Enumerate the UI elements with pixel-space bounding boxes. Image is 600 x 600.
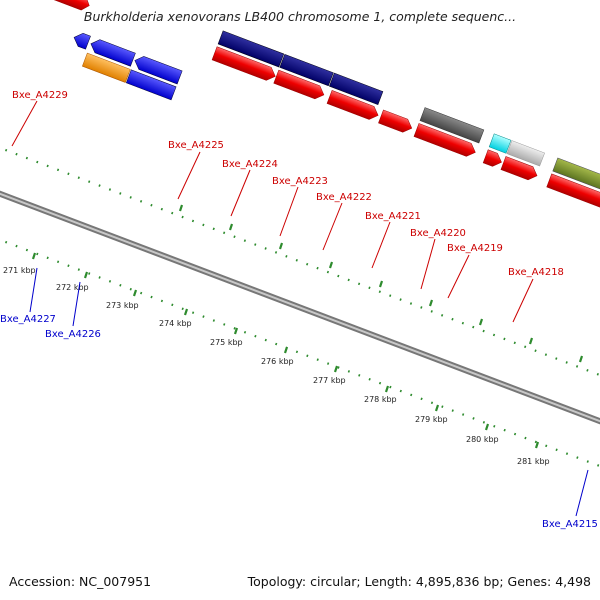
label-leaders	[11, 100, 589, 517]
kbp-label: 276 kbp	[261, 357, 294, 366]
scale-major-ticks	[31, 252, 540, 449]
gene-label-forward[interactable]: Bxe_A4223	[272, 176, 328, 187]
gene-arrow-reverse[interactable]	[88, 37, 136, 67]
accession-text: Accession: NC_007951	[9, 574, 152, 589]
kbp-label: 277 kbp	[313, 376, 346, 385]
map-title: Burkholderia xenovorans LB400 chromosome…	[83, 9, 517, 24]
gene-label-forward[interactable]: Bxe_A4225	[168, 140, 224, 151]
backbone	[0, 190, 600, 425]
gene-bar-cyan[interactable]	[488, 133, 512, 154]
gene-bar-orange[interactable]	[82, 52, 131, 83]
gene-arrow-reverse[interactable]	[132, 54, 183, 85]
gene-arrow-forward[interactable]	[326, 90, 381, 122]
gene-bar-navy[interactable]	[217, 30, 285, 68]
gene-bar-olive[interactable]	[552, 157, 600, 197]
gene-arrow-forward[interactable]	[413, 123, 478, 158]
forward-major-ticks	[178, 204, 584, 363]
kbp-label: 271 kbp	[3, 266, 36, 275]
kbp-label: 274 kbp	[159, 319, 192, 328]
kbp-label: 281 kbp	[517, 457, 550, 466]
gene-label-forward[interactable]: Bxe_A4229	[12, 90, 68, 101]
gene-bar-blue[interactable]	[125, 69, 177, 101]
kbp-label: 275 kbp	[210, 338, 243, 347]
kbp-label: 278 kbp	[364, 395, 397, 404]
gene-label-reverse[interactable]: Bxe_A4226	[45, 329, 101, 340]
gene-label-forward[interactable]: Bxe_A4218	[508, 267, 564, 278]
gene-bar-gray[interactable]	[419, 107, 485, 144]
gene-label-forward[interactable]: Bxe_A4220	[410, 228, 466, 239]
kbp-label: 279 kbp	[415, 415, 448, 424]
gene-arrow-forward[interactable]	[211, 46, 278, 83]
forward-features	[50, 0, 600, 210]
gene-label-forward[interactable]: Bxe_A4224	[222, 159, 278, 170]
kbp-label: 280 kbp	[466, 435, 499, 444]
gene-label-reverse[interactable]: Bxe_A4227	[0, 314, 56, 325]
gene-arrow-reverse[interactable]	[72, 31, 91, 50]
gene-label-forward[interactable]: Bxe_A4222	[316, 192, 372, 203]
scale-labels: 271 kbp 272 kbp 273 kbp 274 kbp 275 kbp …	[3, 266, 550, 466]
gene-arrow-forward[interactable]	[500, 156, 540, 182]
gene-labels: Bxe_A4229 Bxe_A4225 Bxe_A4224 Bxe_A4223 …	[0, 90, 598, 530]
gene-label-forward[interactable]: Bxe_A4221	[365, 211, 421, 222]
gene-arrow-forward[interactable]	[50, 0, 91, 12]
gene-arrow-forward[interactable]	[273, 69, 327, 101]
gene-bar-silver[interactable]	[506, 140, 545, 167]
gene-label-forward[interactable]: Bxe_A4219	[447, 243, 503, 254]
kbp-label: 272 kbp	[56, 283, 89, 292]
gene-arrow-forward[interactable]	[482, 149, 504, 169]
genome-summary-text: Topology: circular; Length: 4,895,836 bp…	[247, 574, 591, 589]
gene-bar-navy[interactable]	[329, 72, 384, 105]
kbp-label: 273 kbp	[106, 301, 139, 310]
gene-arrow-forward[interactable]	[378, 109, 414, 135]
reverse-features	[72, 31, 183, 101]
gene-label-reverse[interactable]: Bxe_A4215	[542, 519, 598, 530]
gene-bar-navy[interactable]	[279, 53, 334, 87]
